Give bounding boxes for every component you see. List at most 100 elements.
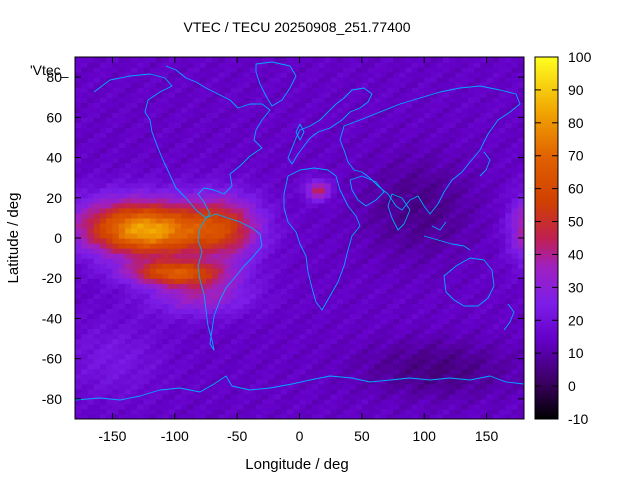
heatmap-cell [230, 192, 238, 199]
heatmap-cell [405, 243, 413, 249]
heatmap-cell [162, 408, 170, 415]
heatmap-cell [411, 388, 419, 395]
heatmap-cell [405, 137, 413, 144]
heatmap-cell [361, 72, 369, 78]
heatmap-cell [237, 87, 244, 93]
heatmap-cell [293, 167, 301, 174]
heatmap-cell [87, 92, 95, 98]
heatmap-cell [293, 378, 301, 385]
heatmap-cell [118, 308, 126, 315]
heatmap-cell [449, 318, 457, 325]
heatmap-cell [411, 132, 419, 139]
heatmap-cell [467, 273, 475, 279]
heatmap-cell [168, 313, 176, 320]
heatmap-cell [386, 408, 394, 415]
heatmap-cell [499, 403, 506, 410]
heatmap-cell [262, 308, 269, 315]
heatmap-cell [287, 343, 294, 350]
heatmap-cell [218, 67, 226, 73]
heatmap-cell [112, 167, 120, 174]
heatmap-cell [156, 298, 163, 304]
heatmap-cell [81, 87, 89, 93]
heatmap-cell [249, 127, 257, 134]
heatmap-cell [268, 313, 276, 320]
heatmap-cell [106, 107, 114, 113]
heatmap-cell [156, 323, 163, 330]
heatmap-cell [112, 97, 120, 103]
heatmap-cell [480, 238, 488, 244]
heatmap-cell [430, 408, 438, 415]
heatmap-cell [168, 107, 176, 113]
heatmap-cell [355, 293, 363, 299]
heatmap-cell [99, 207, 107, 214]
heatmap-cell [449, 87, 457, 93]
heatmap-cell [517, 318, 524, 325]
heatmap-cell [124, 142, 132, 149]
heatmap-cell [467, 298, 475, 304]
heatmap-cell [124, 288, 132, 294]
heatmap-cell [424, 303, 432, 309]
heatmap-cell [81, 202, 89, 209]
heatmap-cell [118, 107, 126, 113]
heatmap-cell [517, 343, 524, 350]
heatmap-cell [480, 263, 488, 269]
heatmap-cell [474, 378, 481, 385]
heatmap-cell [168, 373, 176, 380]
heatmap-cell [218, 263, 226, 269]
heatmap-cell [417, 258, 425, 264]
heatmap-cell [411, 408, 419, 415]
heatmap-cell [455, 227, 463, 234]
heatmap-cell [455, 82, 463, 88]
heatmap-cell [287, 353, 294, 360]
heatmap-cell [193, 132, 201, 139]
heatmap-cell [386, 112, 394, 118]
heatmap-cell [199, 147, 207, 154]
heatmap-cell [224, 398, 232, 405]
heatmap-cell [212, 383, 220, 390]
heatmap-cell [205, 313, 213, 320]
heatmap-cell [368, 232, 375, 239]
heatmap-cell [461, 283, 469, 289]
heatmap-cell [355, 112, 363, 118]
heatmap-cell [455, 348, 463, 355]
heatmap-cell [349, 363, 357, 370]
heatmap-cell [131, 283, 138, 289]
heatmap-cell [405, 253, 413, 259]
heatmap-cell [75, 243, 82, 249]
heatmap-cell [480, 97, 488, 103]
heatmap-cell [106, 368, 114, 375]
heatmap-cell [137, 373, 145, 380]
heatmap-cell [212, 122, 220, 128]
heatmap-cell [181, 383, 188, 390]
heatmap-cell [361, 363, 369, 370]
heatmap-cell [455, 258, 463, 264]
heatmap-cell [268, 283, 276, 289]
heatmap-cell [455, 117, 463, 123]
heatmap-cell [193, 142, 201, 149]
heatmap-cell [499, 393, 506, 400]
heatmap-cell [505, 323, 513, 330]
heatmap-cell [405, 102, 413, 108]
heatmap-cell [81, 182, 89, 189]
heatmap-cell [156, 368, 163, 375]
heatmap-cell [199, 293, 207, 299]
heatmap-cell [274, 318, 282, 325]
heatmap-cell [305, 283, 313, 289]
heatmap-cell [106, 207, 114, 214]
heatmap-cell [143, 328, 151, 335]
heatmap-cell [199, 132, 207, 139]
heatmap-cell [106, 373, 114, 380]
heatmap-cell [205, 298, 213, 304]
heatmap-cell [299, 268, 307, 274]
heatmap-cell [343, 363, 350, 370]
heatmap-cell [492, 348, 500, 355]
heatmap-cell [287, 82, 294, 88]
heatmap-cell [311, 263, 319, 269]
heatmap-cell [87, 72, 95, 78]
heatmap-cell [262, 182, 269, 189]
heatmap-cell [118, 187, 126, 194]
heatmap-cell [324, 403, 332, 410]
heatmap-cell [430, 353, 438, 360]
heatmap-cell [467, 343, 475, 350]
heatmap-cell [205, 132, 213, 139]
